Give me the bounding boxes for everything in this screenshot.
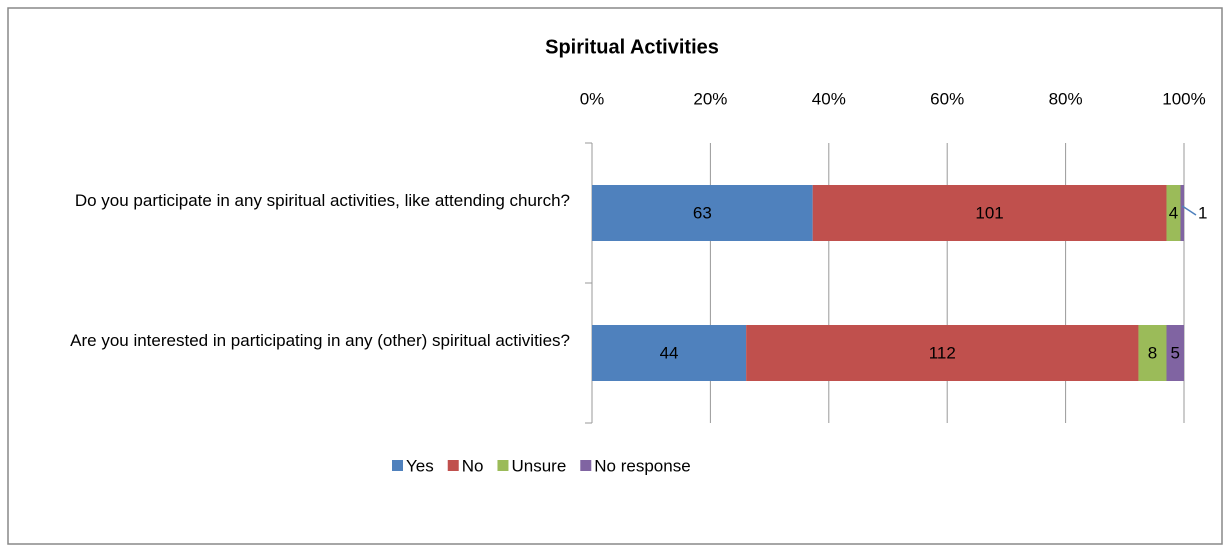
x-tick-label: 0% bbox=[580, 89, 605, 108]
legend-swatch bbox=[580, 460, 592, 471]
legend-swatch bbox=[392, 460, 403, 471]
data-label: 63 bbox=[693, 203, 712, 222]
chart-frame bbox=[7, 7, 1223, 545]
legend-swatch bbox=[447, 460, 459, 471]
legend-label: No response bbox=[594, 456, 690, 475]
y-tick-label: Do you participate in any spiritual acti… bbox=[74, 191, 570, 210]
y-tick-label: Are you interested in participating in a… bbox=[70, 331, 570, 350]
x-tick-label: 60% bbox=[930, 89, 964, 108]
chart-title: Spiritual Activities bbox=[545, 36, 719, 58]
bar-segment bbox=[1166, 185, 1181, 241]
data-label: 4 bbox=[1169, 203, 1178, 222]
data-label: 1 bbox=[1198, 203, 1207, 222]
bar-segment bbox=[746, 325, 1139, 381]
x-tick-label: 40% bbox=[812, 89, 846, 108]
data-label: 44 bbox=[660, 343, 679, 362]
bar-segment bbox=[1166, 325, 1184, 381]
data-label: 8 bbox=[1148, 343, 1157, 362]
legend-label: No bbox=[462, 456, 484, 475]
data-label: 101 bbox=[975, 203, 1003, 222]
bar-segment bbox=[1180, 185, 1184, 241]
x-tick-label: 80% bbox=[1049, 89, 1083, 108]
data-label: 5 bbox=[1171, 343, 1180, 362]
legend-swatch bbox=[497, 460, 509, 471]
legend-label: Yes bbox=[406, 456, 434, 475]
leader-line bbox=[1181, 205, 1197, 216]
bar-segment bbox=[592, 325, 747, 381]
bar-segment bbox=[1138, 325, 1167, 381]
x-tick-label: 20% bbox=[693, 89, 727, 108]
x-tick-label: 100% bbox=[1162, 89, 1205, 108]
bar-segment bbox=[592, 185, 813, 241]
bar-segment bbox=[812, 185, 1167, 241]
legend-label: Unsure bbox=[511, 456, 566, 475]
data-label: 112 bbox=[929, 343, 956, 362]
